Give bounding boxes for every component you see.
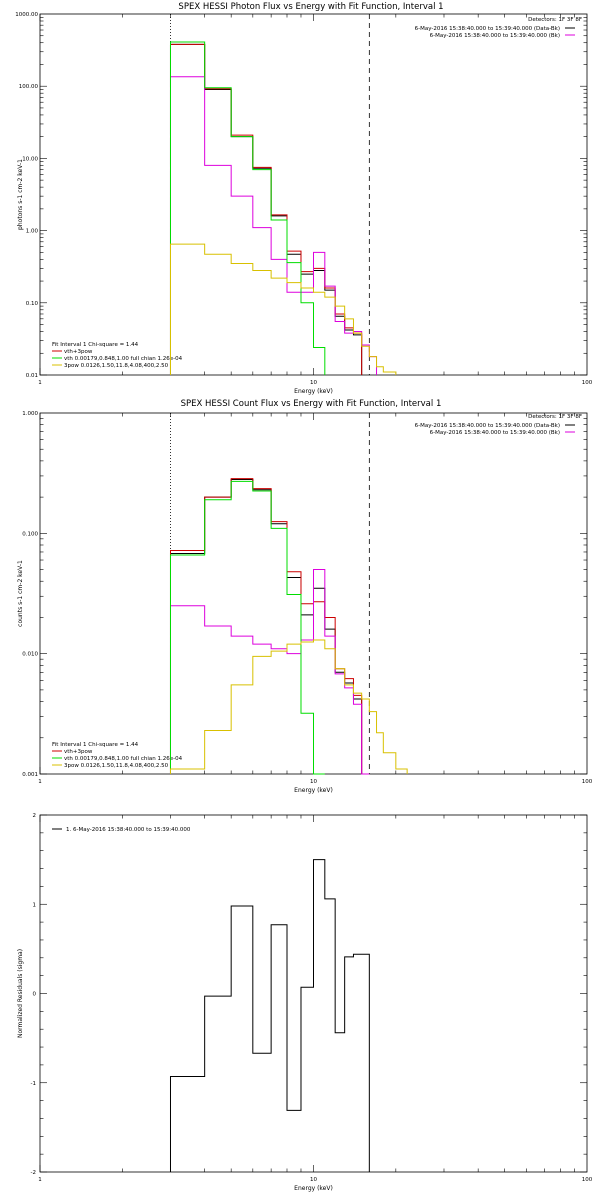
panel2-x-label: Energy (keV) xyxy=(294,787,333,794)
panel2-y-tick-label: 0.100 xyxy=(22,531,38,537)
panel1-x-tick-label: 100 xyxy=(582,380,593,386)
panel2-y-tick-label: 0.001 xyxy=(22,772,38,778)
panel2-title: SPEX HESSI Count Flux vs Energy with Fit… xyxy=(181,399,442,409)
panel2-x-tick-label: 1 xyxy=(38,779,42,785)
panel2-x-tick-label: 10 xyxy=(310,779,317,785)
panel2-fit-label: Fit Interval 1 Chi-square = 1.44 xyxy=(52,742,139,748)
panel1-detectors: Detectors: 1F 3F 8F xyxy=(528,17,582,23)
panel2-y-label: counts s-1 cm-2 keV-1 xyxy=(17,560,24,627)
panel3-y-tick-label: 0 xyxy=(33,992,37,998)
panel3-series-1-6-may-2016-15-38-40-000-to-15-39-40-000 xyxy=(169,859,370,1172)
panel1-y-tick-label: 0.01 xyxy=(26,373,38,379)
panel1-legend-left-2: vth 0.00179,0.848,1.00 full chian 1.26e-… xyxy=(64,356,183,362)
panel1-legend-left-3: 3pow 0.0126,1.50,11.8,4.08,400,2.50 xyxy=(64,363,169,369)
panel3-x-tick-label: 100 xyxy=(582,1177,593,1183)
panel2-legend-left-2: vth 0.00179,0.848,1.00 full chian 1.26e-… xyxy=(64,756,183,762)
panel1-series-vth-3pow xyxy=(169,43,363,375)
panel3-x-label: Energy (keV) xyxy=(294,1185,333,1192)
panel3-x-tick-label: 10 xyxy=(310,1177,317,1183)
panel1-series-3pow xyxy=(169,243,397,375)
panel2-detectors: Detectors: 1F 3F 8F xyxy=(528,414,582,420)
panel2-series-bk xyxy=(169,569,370,775)
panel1-series-data-bk xyxy=(169,43,363,375)
panel1-y-tick-label: 1000.00 xyxy=(15,12,38,18)
panel1-y-tick-label: 10.00 xyxy=(22,156,38,162)
panel1-x-label: Energy (keV) xyxy=(294,388,333,395)
panel1-legend-right-1: 6-May-2016 15:38:40.000 to 15:39:40.000 … xyxy=(415,26,560,32)
panel2-y-tick-label: 0.010 xyxy=(22,652,38,658)
panel2-y-tick-label: 1.000 xyxy=(22,411,38,417)
panel2-series-vth-3pow xyxy=(169,478,363,774)
panel2-legend-left-1: vth+3pow xyxy=(64,749,93,755)
panel2-x-tick-label: 100 xyxy=(582,779,593,785)
panel3-y-label: Normalized Residuals (sigma) xyxy=(17,949,24,1038)
panel2-series-3pow xyxy=(169,639,408,774)
panel3-y-tick-label: -2 xyxy=(31,1170,36,1176)
panel1-x-tick-label: 1 xyxy=(38,380,42,386)
panel1-x-tick-label: 10 xyxy=(310,380,317,386)
panel2-legend-right-2: 6-May-2016 15:38:40.000 to 15:39:40.000 … xyxy=(430,430,560,436)
panel1-y-tick-label: 100.00 xyxy=(19,84,39,90)
panel1-y-tick-label: 0.10 xyxy=(26,301,39,307)
panel2-series-data-bk xyxy=(169,479,363,774)
chart-marks: 1 10 1000.010.101.0010.00100.001000.00Ener… xyxy=(15,12,592,1192)
panel1-y-tick-label: 1.00 xyxy=(26,229,39,235)
panel1-y-label: photons s-1 cm-2 keV-1 xyxy=(17,159,24,230)
panel1-series-vth xyxy=(169,41,326,375)
panel3-y-tick-label: -1 xyxy=(31,1081,36,1087)
panel2-legend-left-3: 3pow 0.0126,1.50,11.8,4.08,400,2.50 xyxy=(64,763,169,769)
panel3-legend: 1. 6-May-2016 15:38:40.000 to 15:39:40.0… xyxy=(66,827,191,833)
panel3-y-tick-label: 1 xyxy=(33,902,37,908)
panel1-legend-right-2: 6-May-2016 15:38:40.000 to 15:39:40.000 … xyxy=(430,33,560,39)
panel1-legend-left-1: vth+3pow xyxy=(64,349,93,355)
panel1-title: SPEX HESSI Photon Flux vs Energy with Fi… xyxy=(178,2,443,12)
panel2-legend-right-1: 6-May-2016 15:38:40.000 to 15:39:40.000 … xyxy=(415,423,560,429)
panel1-fit-label: Fit Interval 1 Chi-square = 1.44 xyxy=(52,342,139,348)
panel3-x-tick-label: 1 xyxy=(38,1177,42,1183)
panel2-series-vth xyxy=(169,480,325,775)
panel3-y-tick-label: 2 xyxy=(33,813,37,819)
